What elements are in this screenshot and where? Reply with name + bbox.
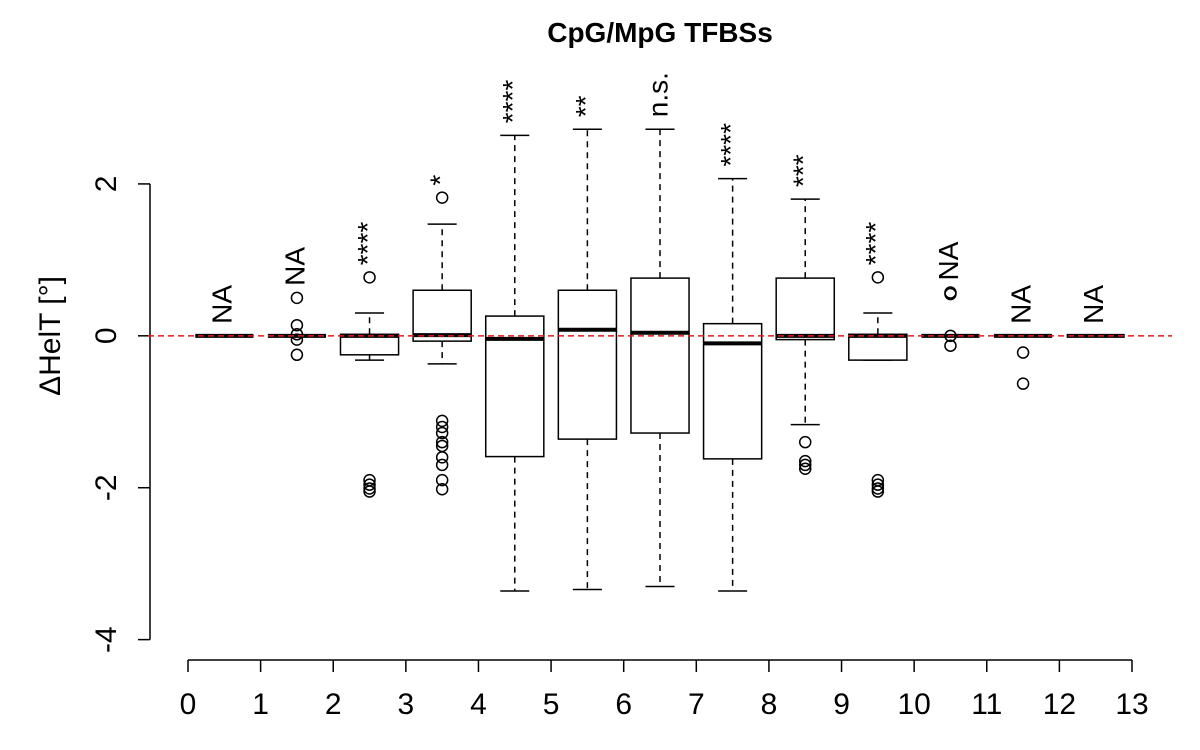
outlier bbox=[798, 435, 812, 449]
outlier bbox=[435, 414, 449, 428]
outlier bbox=[944, 287, 957, 301]
outlier bbox=[290, 291, 304, 305]
x-tick-label: 6 bbox=[615, 688, 632, 721]
outlier bbox=[1016, 377, 1030, 390]
x-tick-label: 3 bbox=[398, 688, 415, 721]
chart-title: CpG/MpG TFBSs bbox=[547, 17, 773, 48]
outlier bbox=[871, 485, 885, 498]
significance-label: NA bbox=[279, 247, 310, 286]
outlier bbox=[435, 435, 449, 449]
box bbox=[775, 277, 836, 341]
outlier bbox=[290, 328, 304, 341]
x-tick-label: 13 bbox=[1115, 688, 1148, 721]
outlier bbox=[435, 426, 449, 440]
outlier bbox=[290, 333, 304, 346]
outlier bbox=[363, 482, 376, 495]
outlier bbox=[871, 482, 885, 495]
outlier bbox=[798, 458, 812, 472]
significance-label: *** bbox=[788, 154, 819, 187]
x-tick-label: 8 bbox=[761, 688, 778, 721]
significance-label: NA bbox=[933, 241, 964, 280]
outlier bbox=[944, 329, 957, 343]
y-tick-label: -2 bbox=[90, 474, 123, 501]
outlier bbox=[435, 482, 449, 496]
x-tick-label: 7 bbox=[688, 688, 705, 721]
box bbox=[557, 289, 618, 440]
significance-label: n.s. bbox=[642, 72, 673, 117]
y-tick-label: 0 bbox=[90, 327, 123, 344]
outlier bbox=[871, 271, 885, 284]
y-axis-label: ΔHelT [°] bbox=[34, 276, 67, 396]
y-tick-label: 2 bbox=[90, 176, 123, 193]
outlier bbox=[363, 485, 376, 498]
x-tick-label: 4 bbox=[470, 688, 487, 721]
x-tick-label: 0 bbox=[180, 688, 197, 721]
outlier bbox=[435, 451, 449, 464]
outlier bbox=[944, 339, 957, 352]
significance-label: ** bbox=[570, 95, 601, 117]
y-tick-label: -4 bbox=[90, 626, 123, 653]
significance-label: NA bbox=[1078, 285, 1109, 324]
x-tick-label: 12 bbox=[1043, 688, 1076, 721]
outlier bbox=[871, 478, 885, 491]
outlier bbox=[435, 420, 449, 434]
outlier bbox=[363, 271, 376, 284]
outlier bbox=[363, 478, 376, 491]
outlier bbox=[1016, 346, 1030, 359]
significance-label: NA bbox=[207, 285, 238, 324]
box bbox=[630, 277, 690, 434]
x-tick-label: 11 bbox=[971, 688, 1002, 721]
outlier bbox=[435, 473, 449, 487]
significance-label: **** bbox=[715, 123, 746, 167]
outlier bbox=[435, 191, 449, 204]
x-tick-label: 1 bbox=[252, 688, 269, 721]
outlier bbox=[290, 348, 304, 362]
significance-label: **** bbox=[497, 80, 528, 124]
outlier bbox=[290, 318, 304, 332]
significance-label: **** bbox=[860, 222, 891, 266]
outlier bbox=[798, 462, 812, 475]
x-tick-label: 10 bbox=[897, 688, 930, 721]
box bbox=[412, 289, 472, 342]
x-tick-label: 5 bbox=[543, 688, 560, 721]
significance-label: **** bbox=[352, 222, 383, 266]
significance-label: NA bbox=[1005, 285, 1036, 324]
box bbox=[702, 322, 763, 460]
x-tick-label: 9 bbox=[833, 688, 850, 721]
box bbox=[848, 333, 908, 361]
x-tick-label: 2 bbox=[325, 688, 342, 721]
outlier bbox=[435, 458, 449, 472]
outlier bbox=[798, 454, 812, 468]
significance-label: * bbox=[425, 175, 456, 186]
